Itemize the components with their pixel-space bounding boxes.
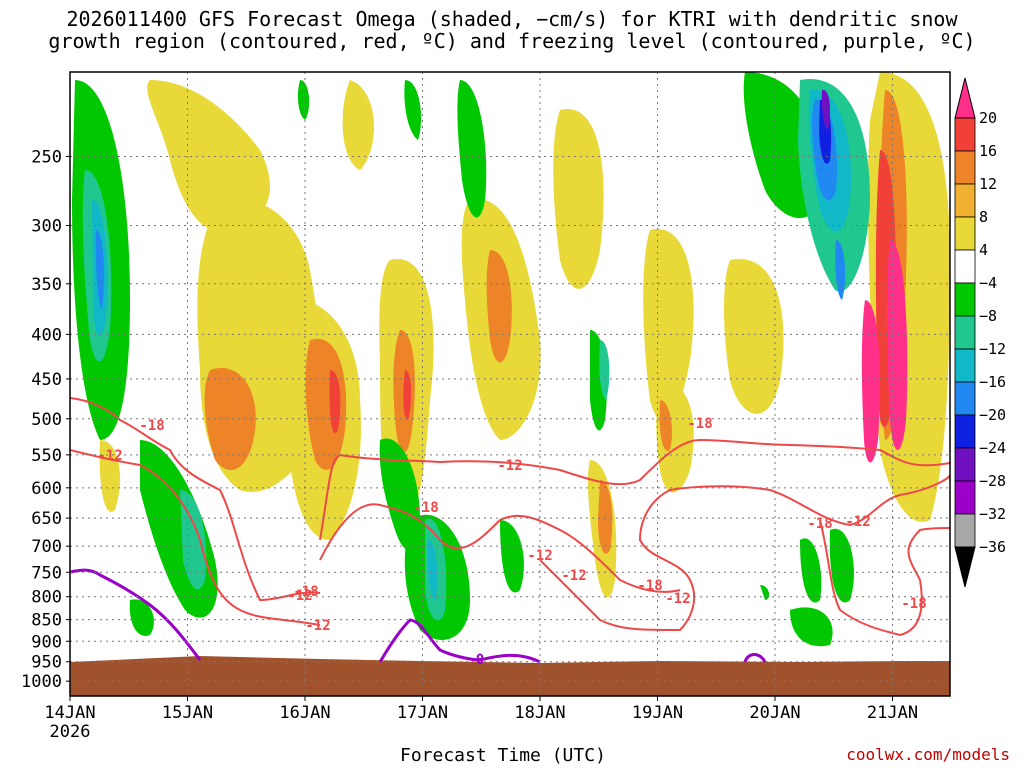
dgz-contour-label: -12 — [665, 591, 690, 607]
y-tick-label: 600 — [31, 479, 62, 499]
y-tick-label: 500 — [31, 410, 62, 430]
chart-title-line1: 2026011400 GFS Forecast Omega (shaded, −… — [66, 7, 958, 31]
dgz-contour-label: -18 — [687, 416, 712, 432]
chart-title-line2: growth region (contoured, red, ºC) and f… — [48, 29, 976, 53]
colorbar-swatch — [954, 348, 976, 383]
colorbar-label: −12 — [979, 340, 1006, 358]
colorbar-swatch — [954, 315, 976, 350]
y-tick-label: 700 — [31, 537, 62, 557]
colorbar-label: −32 — [979, 505, 1006, 523]
dgz-contour-label: -18 — [413, 500, 438, 516]
colorbar-swatch — [954, 117, 976, 152]
x-year-label: 2026 — [50, 722, 91, 742]
colorbar-label: −4 — [979, 274, 997, 292]
colorbar-label: −8 — [979, 307, 997, 325]
colorbar-label: 4 — [979, 241, 988, 259]
y-axis: 2503003504004505005506006507007508008509… — [21, 147, 70, 692]
colorbar-swatch — [954, 381, 976, 416]
x-tick-label: 21JAN — [867, 703, 918, 723]
colorbar-label: −36 — [979, 538, 1006, 556]
dgz-contour-label: -12 — [97, 448, 122, 464]
colorbar-label: −24 — [979, 439, 1006, 457]
colorbar-swatch — [954, 282, 976, 317]
x-tick-label: 14JAN — [44, 703, 95, 723]
omega-sinking-max — [821, 89, 830, 130]
y-tick-label: 300 — [31, 216, 62, 236]
y-tick-label: 400 — [31, 325, 62, 345]
colorbar-swatch — [954, 150, 976, 185]
y-tick-label: 750 — [31, 563, 62, 583]
colorbar-swatch — [954, 513, 976, 548]
colorbar-label: −20 — [979, 406, 1006, 424]
y-tick-label: 800 — [31, 588, 62, 608]
x-tick-label: 16JAN — [279, 703, 330, 723]
colorbar-swatch — [954, 183, 976, 218]
ground-surface — [70, 656, 950, 696]
x-tick-label: 20JAN — [749, 703, 800, 723]
y-tick-label: 1000 — [21, 672, 62, 692]
colorbar-top-triangle — [954, 77, 976, 119]
dgz-contour-label: -12 — [305, 618, 330, 634]
plot-frame — [69, 71, 951, 697]
freezing-level-contour — [70, 568, 767, 664]
x-tick-label: 15JAN — [162, 703, 213, 723]
y-tick-label: 850 — [31, 611, 62, 631]
colorbar-label: 12 — [979, 175, 997, 193]
y-tick-label: 450 — [31, 370, 62, 390]
contour-labels: -18-12-18-12-18-12-18-12-18-12-18 -12-18-… — [97, 416, 926, 668]
colorbar-swatch — [954, 414, 976, 449]
x-axis-title: Forecast Time (UTC) — [400, 745, 606, 766]
dgz-contours — [70, 397, 950, 637]
x-tick-label: 18JAN — [514, 703, 565, 723]
colorbar-swatch — [954, 480, 976, 515]
y-tick-label: 950 — [31, 653, 62, 673]
dgz-contour-label: -18 — [637, 578, 662, 594]
dgz-contour-label: -18 — [293, 584, 318, 600]
x-axis: 14JAN 15JAN 16JAN 17JAN 18JAN 19JAN 20JAN 21JAN… — [44, 696, 918, 742]
omega-shading — [72, 72, 950, 647]
dgz-contour-label: -18 — [807, 516, 832, 532]
colorbar-label: 8 — [979, 208, 988, 226]
freezing-contour-label: 0 — [476, 652, 484, 668]
colorbar-label: 20 — [979, 109, 997, 127]
dgz-contour-label: -12 — [287, 588, 312, 604]
y-tick-label: 550 — [31, 446, 62, 466]
colorbar-label: −16 — [979, 373, 1006, 391]
omega-rising-moderate — [204, 90, 907, 554]
credit-text: coolwx.com/models — [846, 745, 1010, 764]
dgz-contour-label: -18 — [901, 596, 926, 612]
y-tick-label: 650 — [31, 509, 62, 529]
y-tick-label: 250 — [31, 147, 62, 167]
y-tick-label: 900 — [31, 632, 62, 652]
dgz-contour-label: -18 — [139, 418, 164, 434]
dgz-contour-label: -12 — [497, 458, 522, 474]
dgz-contour-label: -12 — [845, 514, 870, 530]
x-tick-label: 17JAN — [397, 703, 448, 723]
colorbar-label: −28 — [979, 472, 1006, 490]
x-tick-label: 19JAN — [632, 703, 683, 723]
colorbar-swatch — [954, 216, 976, 251]
colorbar-bottom-triangle — [954, 546, 976, 588]
colorbar-swatch — [954, 249, 976, 284]
colorbar: 20 16 12 8 4 −4 −8 −12 −16 −20 −24 −28 −32 −36 — [954, 77, 1006, 588]
colorbar-swatch — [954, 447, 976, 482]
colorbar-label: 16 — [979, 142, 997, 160]
dgz-contour-label: -12 — [527, 548, 552, 564]
dgz-contour-label: -12 — [561, 568, 586, 584]
y-tick-label: 350 — [31, 275, 62, 295]
grid-lines — [70, 72, 950, 696]
